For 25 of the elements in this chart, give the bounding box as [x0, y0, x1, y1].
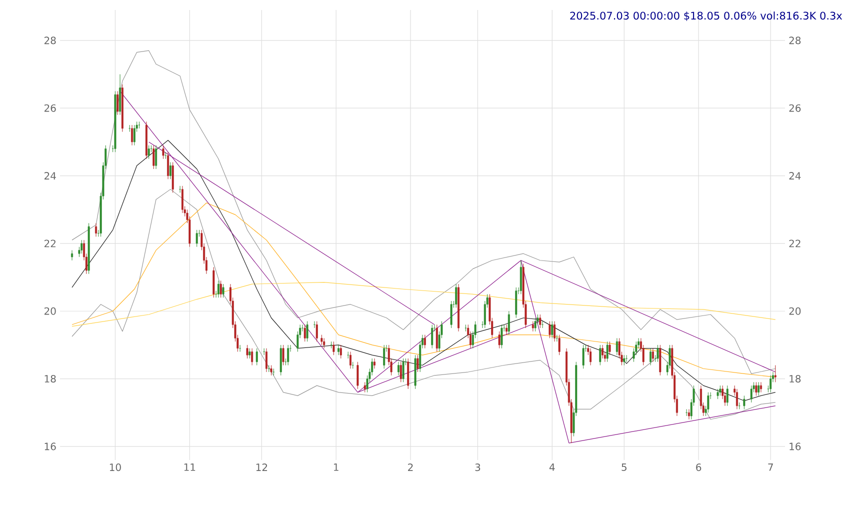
- y-tick-label: 26: [44, 104, 56, 112]
- y2-tick-label: 18: [790, 374, 801, 383]
- y-tick-label: 22: [44, 240, 56, 248]
- y-tick-label: 28: [44, 36, 56, 44]
- x-tick-label: 10: [110, 464, 121, 472]
- x-tick-label: 7: [768, 464, 773, 471]
- y-tick-label: 18: [44, 374, 56, 383]
- y2-tick-label: 22: [789, 240, 800, 248]
- x-tick-label: 6: [696, 464, 702, 472]
- x-tick-label: 4: [549, 464, 555, 471]
- y-tick-label: 16: [44, 442, 56, 450]
- x-tick-label: 11: [184, 464, 196, 471]
- y2-tick-label: 16: [790, 442, 801, 450]
- x-tick-label: 1: [334, 464, 338, 471]
- y-tick-label: 20: [44, 307, 56, 315]
- x-tick-label: 3: [475, 464, 480, 472]
- chart-title: 2025.07.03 00:00:00 $18.05 0.06% vol:816.3K 0.3x: [570, 12, 842, 22]
- x-tick-label: 2: [408, 464, 413, 471]
- y2-tick-label: 26: [789, 104, 801, 112]
- y2-tick-label: 24: [789, 172, 801, 180]
- x-tick-label: 12: [256, 464, 268, 471]
- x-tick-label: 5: [622, 464, 626, 471]
- y2-tick-label: 28: [789, 36, 801, 44]
- y-tick-label: 24: [44, 172, 56, 180]
- y2-tick-label: 20: [789, 307, 801, 315]
